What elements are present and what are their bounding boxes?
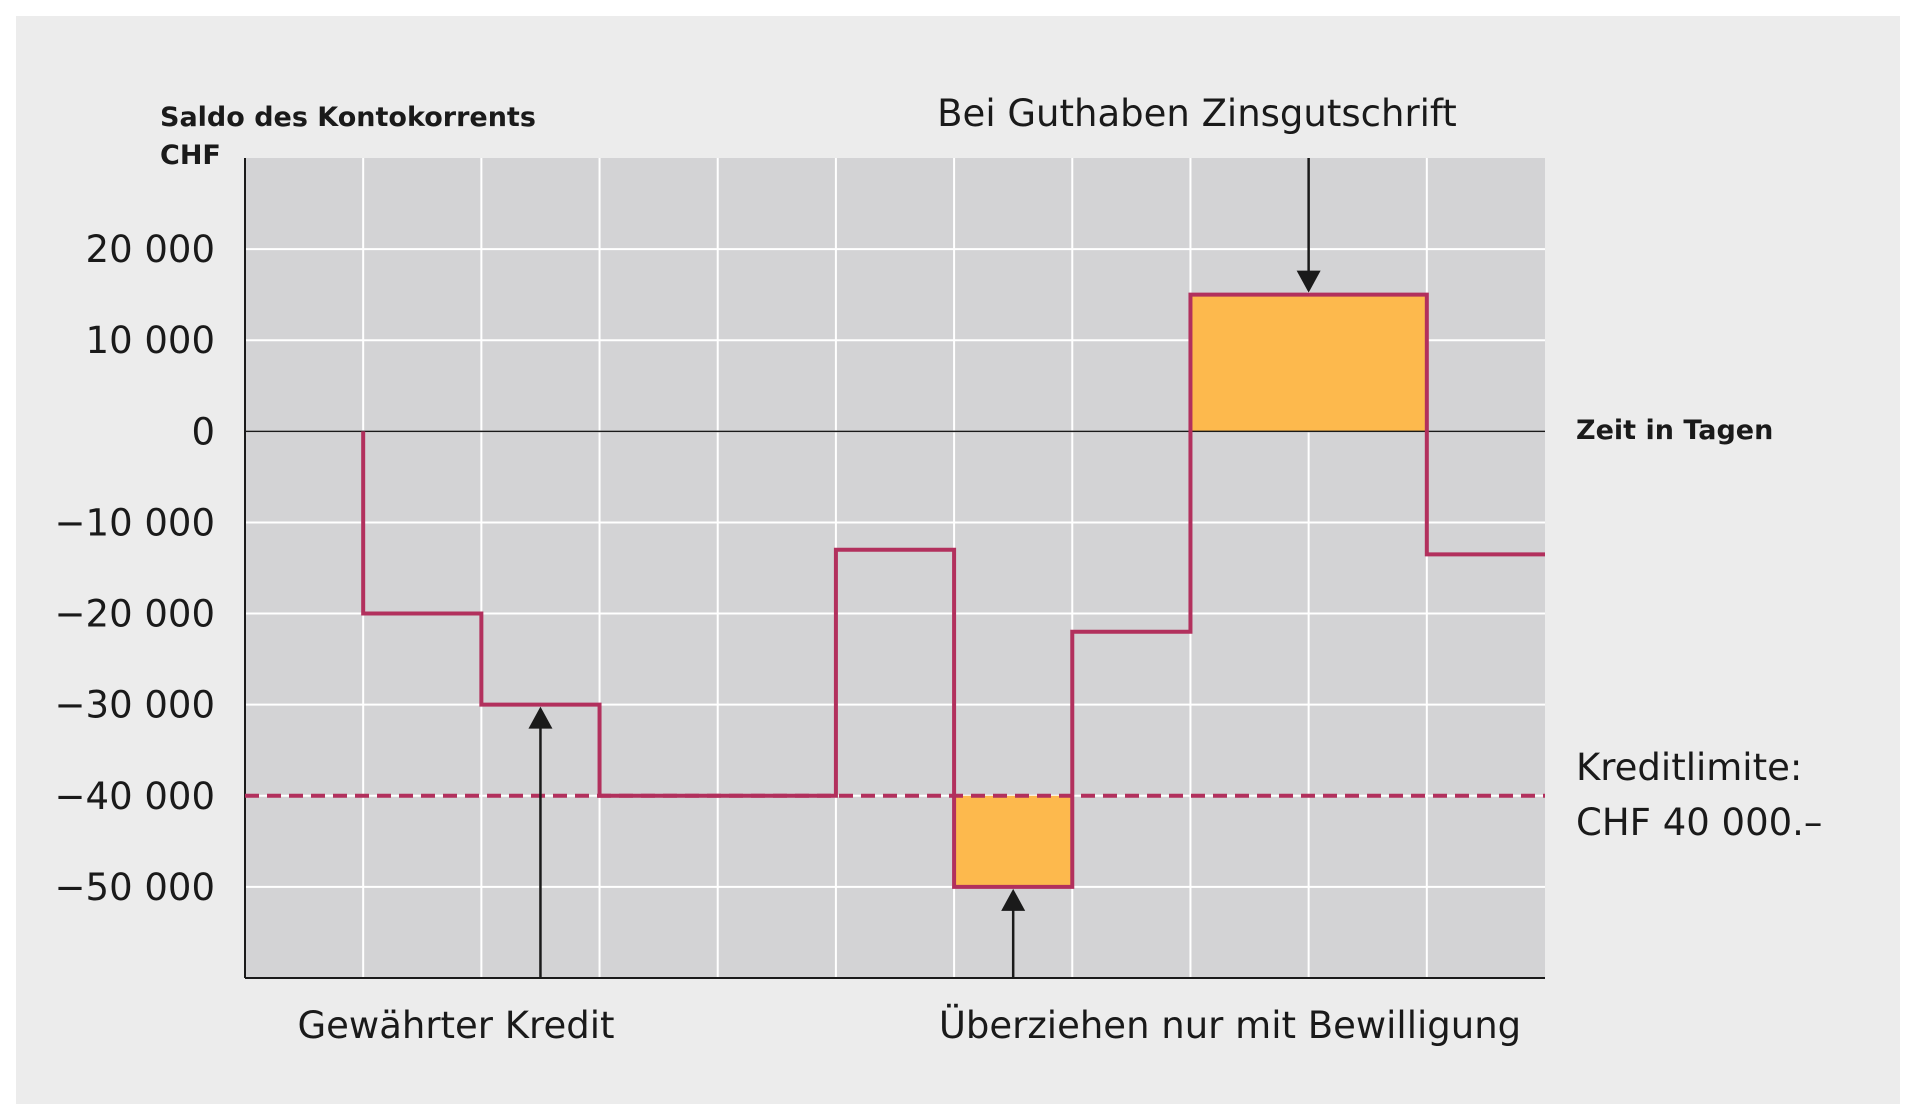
- balance-step-line: [361, 292, 1545, 889]
- arrow-head: [528, 706, 553, 729]
- highlight-areas: [954, 294, 1427, 887]
- arrow-head: [1296, 270, 1321, 293]
- y-tick-labels: 20 000 10 000 0 −10 000 −20 000 −30 000 −40 00…: [55, 228, 215, 909]
- annotation-granted-credit: Gewährter Kredit: [298, 1004, 615, 1047]
- annotation-overdraft: Überziehen nur mit Bewilligung: [939, 1004, 1521, 1047]
- y-tick-label: −40 000: [55, 775, 215, 818]
- y-tick-label: −30 000: [55, 684, 215, 727]
- y-tick-label: −50 000: [55, 866, 215, 909]
- credit-limit-label-line1: Kreditlimite:: [1576, 746, 1802, 789]
- highlight-area: [954, 795, 1073, 887]
- y-axis-unit: CHF: [160, 140, 221, 171]
- plot-area: [245, 158, 1545, 978]
- y-tick-label: 20 000: [86, 228, 215, 271]
- arrow-head: [1001, 888, 1026, 911]
- annotation-arrows: [528, 158, 1321, 978]
- y-axis-title: Saldo des Kontokorrents: [160, 102, 536, 133]
- credit-limit-label-line2: CHF 40 000.–: [1576, 801, 1822, 844]
- y-tick-label: −10 000: [55, 501, 215, 544]
- y-tick-label: −20 000: [55, 593, 215, 636]
- x-axis-title: Zeit in Tagen: [1576, 415, 1773, 446]
- y-tick-label: 0: [191, 410, 215, 453]
- y-tick-label: 10 000: [86, 319, 215, 362]
- annotation-interest-credit: Bei Guthaben Zinsgutschrift: [937, 92, 1457, 135]
- highlight-area: [1190, 294, 1427, 432]
